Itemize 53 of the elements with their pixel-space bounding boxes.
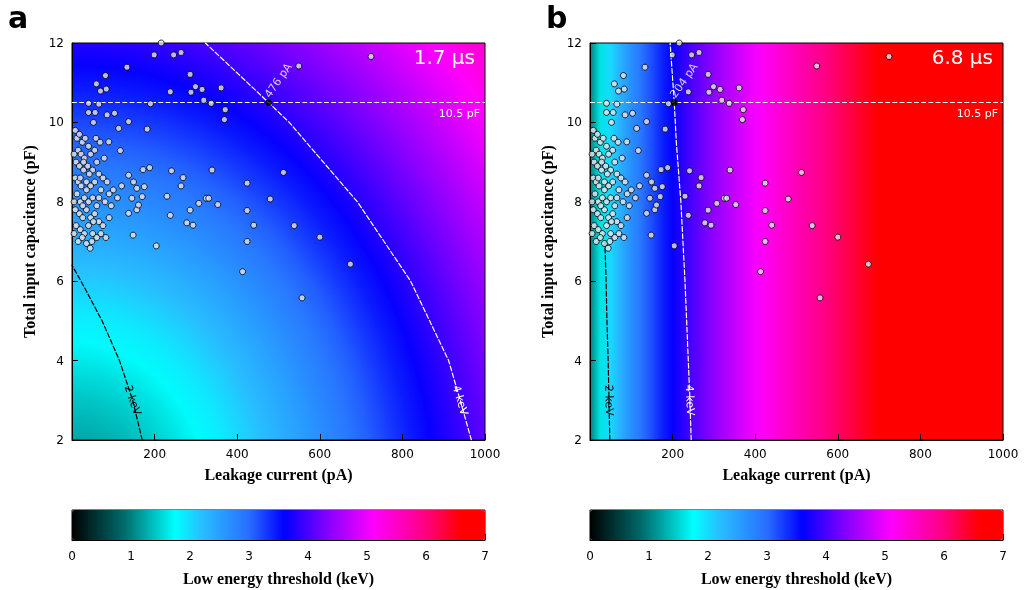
y-tick-label: 8 xyxy=(574,194,582,209)
x-tick-label: 800 xyxy=(390,447,414,461)
x-tick-label: 400 xyxy=(225,447,249,461)
color-bar-label: 1 xyxy=(127,549,135,563)
y-tick-label: 8 xyxy=(56,194,64,209)
x-tick-label: 200 xyxy=(661,447,685,461)
ref-line-label: 10.5 pF xyxy=(438,106,480,120)
y-tick-label: 4 xyxy=(56,353,64,368)
ref-line-label: 10.5 pF xyxy=(956,106,998,120)
color-bar-label: 2 xyxy=(186,549,194,563)
y-axis-title: Total input capacitance (pF) xyxy=(539,145,558,338)
color-bar-title: Low energy threshold (keV) xyxy=(182,569,375,588)
color-bar-label: 4 xyxy=(822,549,830,563)
y-tick-label: 2 xyxy=(56,433,64,447)
y-tick-label: 12 xyxy=(48,36,64,50)
color-bar-label: 3 xyxy=(245,549,253,563)
x-axis-title: Leakage current (pA) xyxy=(722,465,871,484)
color-bar-label: 2 xyxy=(704,549,712,563)
color-bar-title: Low energy threshold (keV) xyxy=(700,569,893,588)
y-axis-title: Total input capacitance (pF) xyxy=(21,145,40,338)
x-tick-label: 1000 xyxy=(987,447,1019,461)
annotation: 6.8 μs xyxy=(931,45,993,69)
x-tick-label: 800 xyxy=(908,447,932,461)
y-tick-label: 10 xyxy=(566,115,582,130)
y-tick-label: 2 xyxy=(574,433,582,447)
color-bar-label: 7 xyxy=(481,549,489,563)
color-bar-label: 5 xyxy=(363,549,371,563)
x-tick-label: 600 xyxy=(308,447,332,461)
color-bar-label: 0 xyxy=(68,549,76,563)
text: 4 keV xyxy=(449,383,471,418)
color-bar-label: 0 xyxy=(586,549,594,563)
y-tick-label: 10 xyxy=(48,115,64,130)
color-bar-label: 6 xyxy=(940,549,948,563)
x-tick-label: 1000 xyxy=(469,447,501,461)
annotation: 1.7 μs xyxy=(413,45,475,69)
color-bar-label: 7 xyxy=(999,549,1007,563)
text: 2 keV xyxy=(602,384,616,417)
color-bar-label: 1 xyxy=(645,549,653,563)
chart-title: a xyxy=(8,0,29,35)
x-tick-label: 400 xyxy=(743,447,767,461)
y-tick-label: 6 xyxy=(574,274,582,289)
color-bar-label: 4 xyxy=(304,549,312,563)
text: 2 keV xyxy=(121,383,144,418)
x-tick-label: 600 xyxy=(826,447,850,461)
x-axis-title: Leakage current (pA) xyxy=(204,465,353,484)
color-bar-label: 3 xyxy=(763,549,771,563)
color-bar-label: 6 xyxy=(422,549,430,563)
y-tick-label: 4 xyxy=(574,353,582,368)
color-bar-label: 5 xyxy=(881,549,889,563)
y-tick-label: 6 xyxy=(56,274,64,289)
x-tick-label: 200 xyxy=(143,447,167,461)
chart-title: b xyxy=(546,0,568,35)
y-tick-label: 12 xyxy=(566,36,582,50)
